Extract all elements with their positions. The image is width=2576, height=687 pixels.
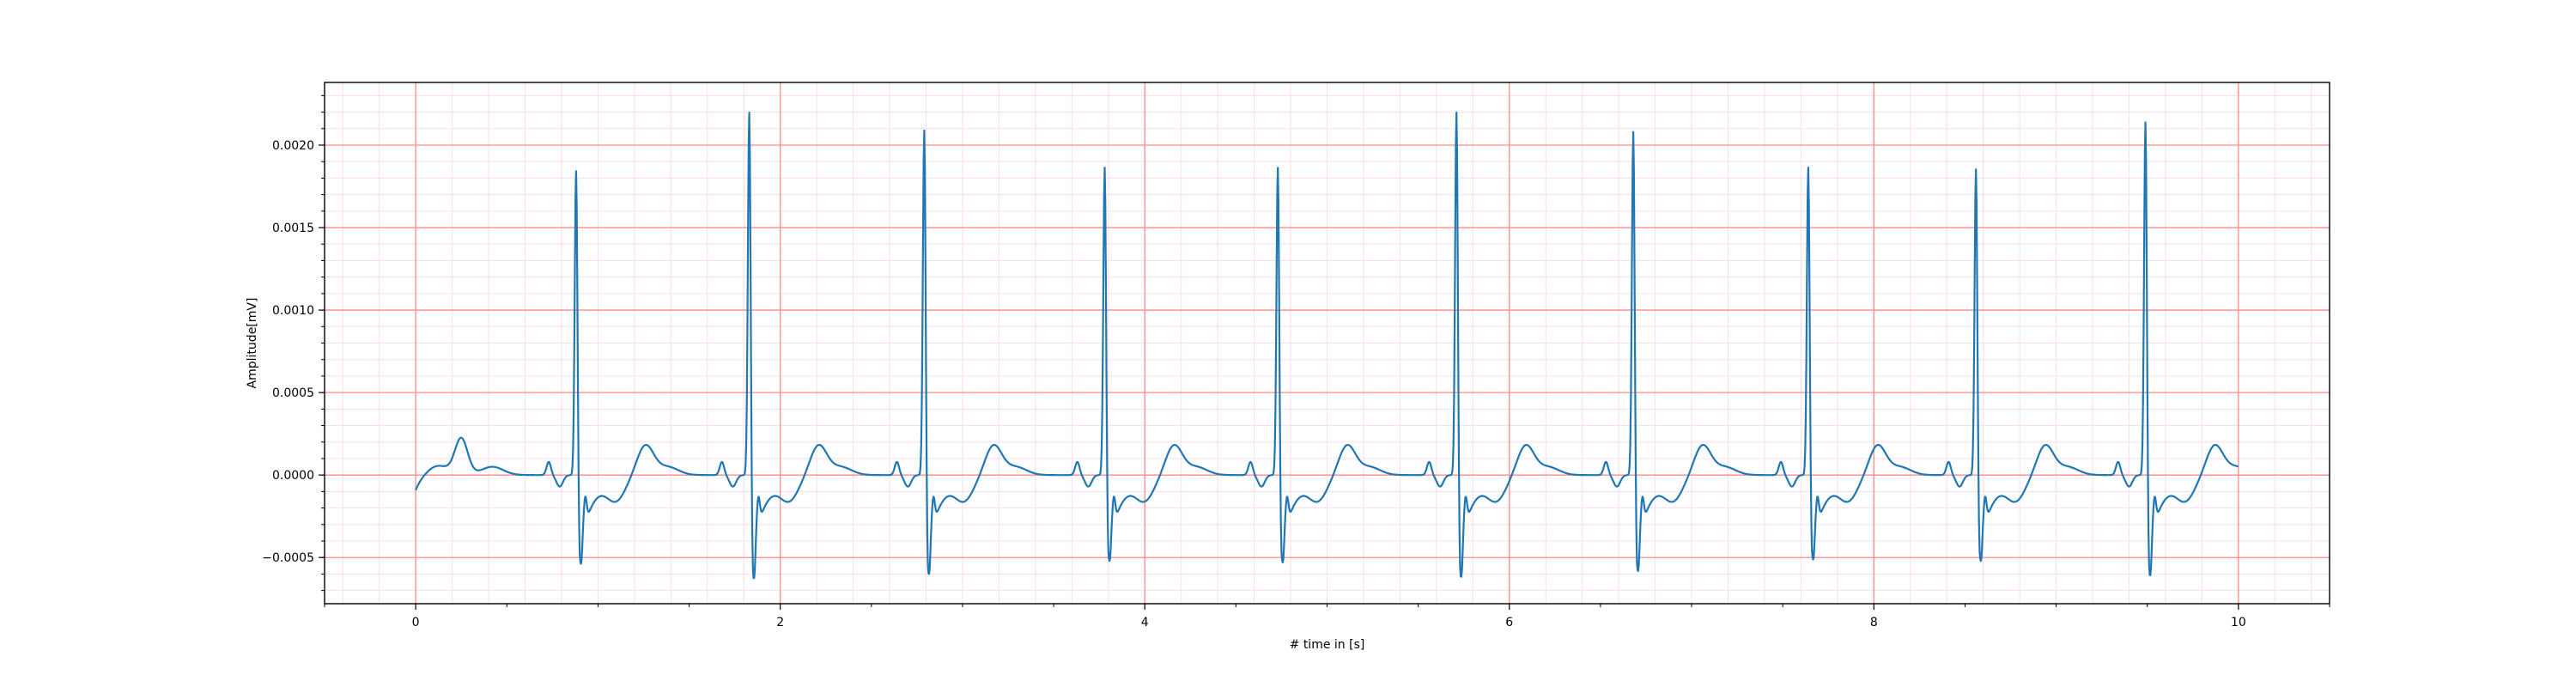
y-axis-ticks: −0.0005 0.0000 0.0005 0.0010 0.0015 0.0020 [262,94,325,592]
y-tick-label: 0.0020 [272,139,314,153]
x-tick-label: 4 [1141,616,1149,629]
ecg-series-line [415,111,2239,580]
y-tick-label: −0.0005 [262,551,314,565]
x-axis-ticks: 0 2 4 6 8 10 [324,604,2330,629]
y-tick-label: 0.0005 [272,386,314,400]
x-tick-label: 6 [1505,616,1513,629]
y-tick-label: 0.0010 [272,304,314,318]
x-tick-label: 0 [412,616,420,629]
y-tick-label: 0.0015 [272,222,314,235]
x-tick-label: 10 [2231,616,2246,629]
y-tick-label: 0.0000 [272,469,314,483]
y-axis-label: Amplitude[mV] [246,298,259,389]
x-axis-label: # time in [s] [1290,638,1365,652]
major-grid [325,82,2330,604]
x-tick-label: 2 [776,616,784,629]
x-tick-label: 8 [1870,616,1878,629]
